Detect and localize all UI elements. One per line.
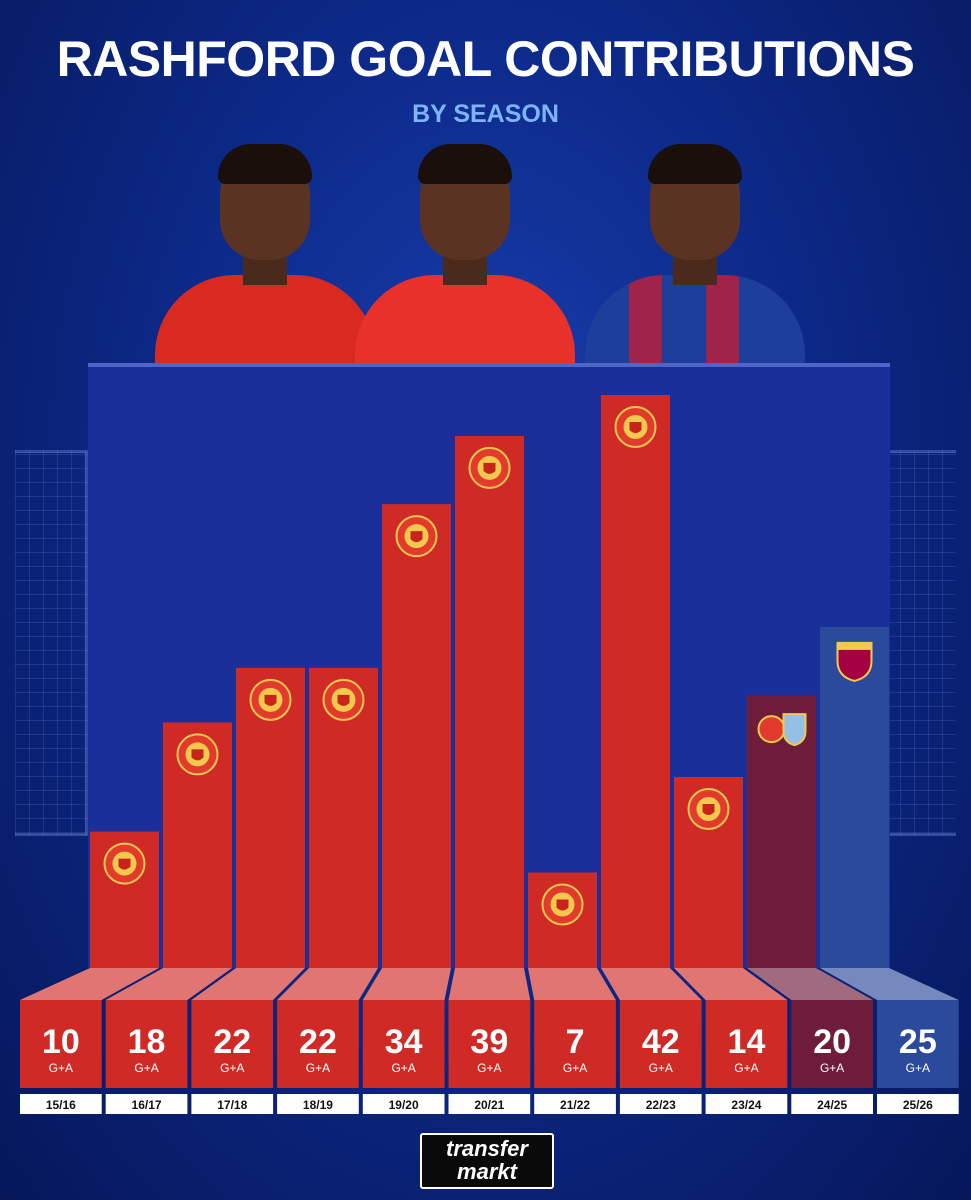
- man-utd-crest-shield-4: [410, 531, 423, 543]
- bar-base-top-23/24: [674, 968, 788, 1000]
- bar-19/20: [382, 504, 451, 968]
- bar-chart: 10G+A15/1618G+A16/1722G+A17/1822G+A18/19…: [20, 395, 959, 1114]
- unit-label-21/22: G+A: [563, 1061, 587, 1075]
- man-utd-crest-shield-7: [629, 422, 642, 433]
- season-label-23/24: 23/24: [731, 1098, 761, 1112]
- transfermarkt-logo: transfer markt: [420, 1133, 554, 1189]
- value-box-23/24: [705, 1000, 788, 1088]
- season-tab-18/19: [277, 1094, 359, 1114]
- man-utd-crest-shield-5: [483, 462, 496, 474]
- value-label-16/17: 18: [128, 1023, 166, 1061]
- bar-22/23: [601, 395, 670, 968]
- value-box-22/23: [619, 1000, 702, 1088]
- man-utd-crest-shield-2: [264, 694, 277, 706]
- player-photo-man-utd-home: [355, 140, 575, 365]
- man-utd-crest-shield-1: [191, 749, 204, 761]
- unit-label-15/16: G+A: [49, 1061, 73, 1075]
- season-label-15/16: 15/16: [46, 1098, 76, 1112]
- unit-label-22/23: G+A: [649, 1061, 673, 1075]
- season-tab-22/23: [619, 1094, 702, 1114]
- unit-label-19/20: G+A: [391, 1061, 415, 1075]
- value-label-20/21: 39: [470, 1023, 508, 1061]
- season-tab-24/25: [791, 1094, 873, 1114]
- bar-24/25: [747, 695, 816, 968]
- season-tab-23/24: [705, 1094, 788, 1114]
- bar-20/21: [455, 435, 524, 968]
- value-label-19/20: 34: [385, 1023, 423, 1061]
- player-photo-man-utd-away: [155, 140, 375, 365]
- man-utd-crest-shield-8: [702, 804, 715, 815]
- season-tab-19/20: [362, 1094, 445, 1114]
- value-box-19/20: [362, 1000, 445, 1088]
- player-photo-barcelona: [585, 140, 805, 365]
- value-label-25/26: 25: [899, 1023, 937, 1061]
- goal-net-left: [15, 450, 88, 836]
- value-label-23/24: 14: [728, 1023, 766, 1061]
- season-label-16/17: 16/17: [132, 1098, 162, 1112]
- unit-label-16/17: G+A: [134, 1061, 158, 1075]
- logo-line-1: transfer: [446, 1136, 528, 1161]
- value-box-24/25: [791, 1000, 873, 1088]
- barcelona-crest-icon-10: [836, 641, 873, 682]
- value-label-24/25: 20: [813, 1023, 851, 1061]
- value-label-21/22: 7: [566, 1023, 585, 1061]
- value-box-18/19: [277, 1000, 359, 1088]
- man-utd-crest-icon-9: [757, 715, 786, 744]
- bar-base-top-15/16: [20, 968, 159, 1000]
- season-label-20/21: 20/21: [474, 1098, 504, 1112]
- value-box-21/22: [534, 1000, 616, 1088]
- season-label-21/22: 21/22: [560, 1098, 590, 1112]
- season-label-19/20: 19/20: [389, 1098, 419, 1112]
- season-tab-25/26: [877, 1094, 959, 1114]
- value-box-25/26: [877, 1000, 959, 1088]
- man-utd-crest-shield-3: [337, 694, 350, 706]
- aston-villa-crest-icon-9: [782, 713, 807, 747]
- barcelona-crest-band-10: [837, 642, 872, 650]
- unit-label-23/24: G+A: [734, 1061, 758, 1075]
- chart-subtitle: BY SEASON: [412, 100, 559, 128]
- unit-label-20/21: G+A: [477, 1061, 501, 1075]
- man-utd-crest-shield-0: [118, 858, 131, 870]
- chart-title: RASHFORD GOAL CONTRIBUTIONS: [56, 31, 915, 87]
- season-tab-17/18: [191, 1094, 274, 1114]
- value-label-18/19: 22: [299, 1023, 337, 1061]
- unit-label-25/26: G+A: [906, 1061, 930, 1075]
- bar-base-top-17/18: [191, 968, 305, 1000]
- season-tab-15/16: [20, 1094, 102, 1114]
- bar-25/26: [820, 626, 889, 968]
- season-label-18/19: 18/19: [303, 1098, 333, 1112]
- season-label-22/23: 22/23: [646, 1098, 676, 1112]
- unit-label-18/19: G+A: [306, 1061, 330, 1075]
- bar-base-top-25/26: [820, 968, 959, 1000]
- value-box-17/18: [191, 1000, 274, 1088]
- bar-base-top-22/23: [601, 968, 702, 1000]
- unit-label-17/18: G+A: [220, 1061, 244, 1075]
- bar-base-top-21/22: [528, 968, 616, 1000]
- value-box-16/17: [105, 1000, 188, 1088]
- value-label-15/16: 10: [42, 1023, 80, 1061]
- season-label-17/18: 17/18: [217, 1098, 247, 1112]
- bar-base-top-20/21: [448, 968, 531, 1000]
- unit-label-24/25: G+A: [820, 1061, 844, 1075]
- value-box-15/16: [20, 1000, 102, 1088]
- player-photos: [150, 140, 830, 365]
- bar-base-top-16/17: [105, 968, 232, 1000]
- bar-base-top-19/20: [362, 968, 451, 1000]
- man-utd-crest-shield-6: [556, 899, 569, 911]
- season-label-25/26: 25/26: [903, 1098, 933, 1112]
- logo-line-2: markt: [457, 1159, 517, 1184]
- value-box-20/21: [448, 1000, 531, 1088]
- season-tab-16/17: [105, 1094, 188, 1114]
- season-tab-21/22: [534, 1094, 616, 1114]
- bar-base-top-18/19: [277, 968, 378, 1000]
- value-label-22/23: 42: [642, 1023, 680, 1061]
- bar-base-top-24/25: [747, 968, 873, 1000]
- value-label-17/18: 22: [213, 1023, 251, 1061]
- season-tab-20/21: [448, 1094, 531, 1114]
- season-label-24/25: 24/25: [817, 1098, 847, 1112]
